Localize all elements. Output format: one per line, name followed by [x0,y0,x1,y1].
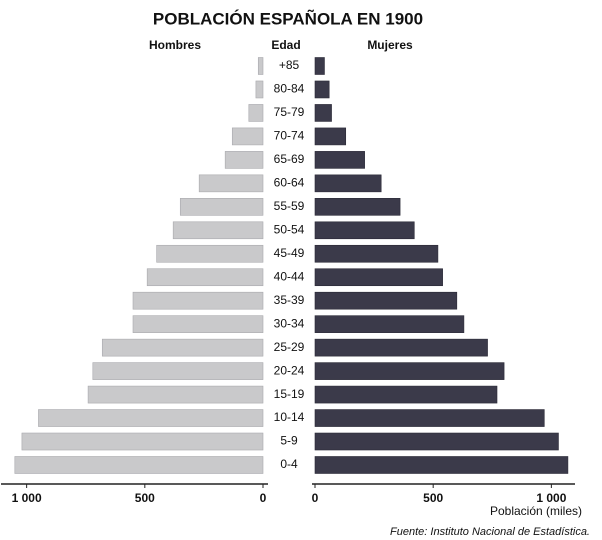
bar [314,57,325,75]
bar [314,104,332,122]
bar [314,174,382,193]
category-label: 60-64 [274,176,305,190]
bar [38,409,264,427]
bar [257,57,264,75]
category-label: 0-4 [280,457,298,471]
category-label: +85 [279,58,300,72]
category-label: 10-14 [274,410,305,424]
bar [21,432,264,451]
category-axis-label: Edad [271,38,300,52]
category-label: 40-44 [274,269,305,283]
bar [156,244,264,263]
category-label: 50-54 [274,222,305,236]
bar [92,362,264,380]
x-tick-label: 1 000 [536,491,566,505]
category-label: 30-34 [274,316,305,330]
bar [314,432,559,451]
bar [314,362,505,380]
bar [248,104,264,122]
category-label: 80-84 [274,82,305,96]
bar [198,174,264,193]
x-tick-label: 0 [312,491,319,505]
bar [314,338,488,357]
category-label: 65-69 [274,152,305,166]
bar [132,291,264,310]
category-label: 70-74 [274,129,305,143]
bar [314,244,439,263]
x-axis-label: Población (miles) [490,504,582,518]
bar [101,338,264,357]
bar [314,268,443,287]
bar [314,456,569,474]
bar [132,315,264,333]
bar [314,151,365,169]
bar [255,80,264,99]
x-tick-label: 0 [260,491,267,505]
bar [314,385,498,404]
bar [146,268,264,287]
legend-left: Hombres [149,38,201,52]
category-label: 35-39 [274,293,305,307]
category-label: 20-24 [274,363,305,377]
category-label: 55-59 [274,199,305,213]
bar [314,198,401,216]
bar [14,456,264,474]
bar [314,315,465,333]
category-label: 15-19 [274,387,305,401]
bar [314,409,545,427]
category-label: 75-79 [274,105,305,119]
category-label: 25-29 [274,340,305,354]
bar [172,221,264,240]
source: Fuente: Instituto Nacional de Estadístic… [390,526,590,538]
x-tick-label: 1 000 [12,491,42,505]
bar [314,80,330,99]
bar [314,221,415,240]
category-label: 45-49 [274,246,305,260]
bar [179,198,264,216]
bar [314,291,458,310]
chart-title: POBLACIÓN ESPAÑOLA EN 1900 [153,8,423,28]
x-tick-label: 500 [135,491,155,505]
category-label: 5-9 [280,434,298,448]
x-tick-label: 500 [423,491,443,505]
bar [231,127,264,146]
bar [314,127,347,146]
legend-right: Mujeres [367,38,413,52]
bar [87,385,264,404]
bar [224,151,264,169]
